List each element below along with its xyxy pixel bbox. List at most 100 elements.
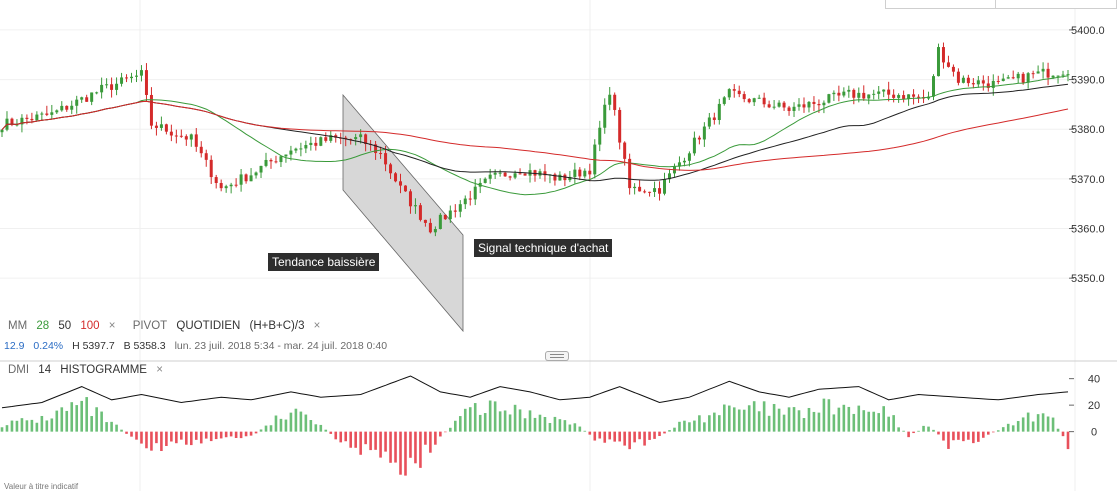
histogram-bar-negative (977, 431, 980, 442)
panel-resize-handle[interactable] (545, 351, 569, 361)
candle-up (289, 150, 293, 155)
histogram-bar-positive (1011, 425, 1015, 432)
histogram-bar-negative (608, 431, 612, 440)
pivot-formula[interactable]: (H+B+C)/3 (249, 320, 305, 332)
candle-down (468, 198, 472, 200)
candle-up (159, 124, 163, 128)
candle-down (812, 101, 816, 105)
histogram-bar-positive (812, 411, 816, 432)
histogram-bar-negative (369, 431, 372, 451)
histogram-bar-negative (150, 431, 153, 451)
histogram-bar-negative (434, 431, 437, 445)
histogram-bar-positive (872, 411, 876, 432)
histogram-bar-negative (653, 431, 656, 439)
candle-down (274, 161, 278, 163)
histogram-bar-negative (643, 431, 646, 446)
mm-period-50[interactable]: 50 (58, 320, 72, 332)
top-toolbar-box[interactable] (885, 0, 997, 9)
histogram-bar-negative (219, 431, 223, 439)
histogram-bar-negative (967, 431, 970, 440)
histogram-bar-positive (90, 416, 93, 432)
candle-down (912, 94, 916, 97)
dmi-period[interactable]: 14 (38, 364, 52, 376)
histogram-bar-positive (463, 408, 467, 432)
histogram-bar-negative (957, 431, 960, 440)
candle-up (20, 117, 24, 125)
histogram-bar-negative (638, 431, 641, 440)
candle-down (732, 89, 736, 91)
histogram-bar-positive (498, 411, 502, 432)
histogram-bar-negative (374, 431, 377, 450)
candle-up (105, 84, 109, 86)
histogram-bar-positive (827, 399, 831, 432)
price-tick-label: 5360.0 (1071, 224, 1105, 236)
histogram-bar-negative (424, 431, 427, 445)
histogram-bar-positive (95, 407, 98, 432)
histogram-bar-positive (718, 415, 721, 432)
candle-up (991, 80, 995, 88)
candle-down (219, 183, 223, 189)
candle-up (224, 186, 228, 189)
histogram-bar-positive (488, 400, 492, 432)
candle-up (35, 114, 39, 121)
candle-up (239, 174, 243, 185)
histogram-bar-positive (50, 418, 54, 432)
histogram-bar-positive (1041, 413, 1045, 432)
histogram-bar-positive (543, 416, 547, 432)
mm-period-100[interactable]: 100 (80, 320, 100, 332)
histogram-bar-negative (349, 431, 352, 448)
candle-down (314, 142, 318, 146)
dmi-mode[interactable]: HISTOGRAMME (60, 364, 147, 376)
candle-up (857, 92, 861, 98)
candle-down (508, 176, 512, 178)
candle-up (832, 92, 836, 95)
histogram-bar-negative (334, 431, 338, 440)
histogram-bar-positive (458, 416, 462, 432)
histogram-bar-negative (429, 431, 432, 453)
candle-up (872, 93, 876, 95)
candle-down (762, 97, 766, 105)
histogram-bar-positive (817, 412, 821, 432)
candle-up (772, 106, 776, 108)
candle-up (936, 47, 940, 77)
candle-down (384, 153, 388, 165)
pivot-close-icon[interactable]: × (313, 320, 321, 332)
candle-up (433, 228, 437, 233)
pivot-period[interactable]: QUOTIDIEN (176, 320, 241, 332)
dmi-close-icon[interactable]: × (156, 364, 163, 376)
candle-up (95, 92, 99, 94)
histogram-bar-negative (244, 431, 248, 437)
low-value: B 5358.3 (123, 340, 166, 352)
candle-up (284, 154, 288, 157)
histogram-bar-positive (5, 425, 9, 432)
dmi-axis: 40 20 0 (1069, 374, 1100, 439)
histogram-bar-positive (802, 418, 806, 432)
candle-down (1011, 77, 1015, 79)
candle-down (403, 185, 407, 192)
histogram-bar-positive (284, 419, 288, 432)
histogram-bar-positive (902, 430, 905, 432)
candle-down (643, 191, 647, 193)
candle-down (1031, 73, 1035, 75)
histogram-bar-negative (160, 431, 163, 452)
histogram-bar-positive (787, 407, 791, 432)
candle-up (757, 97, 761, 99)
candle-down (951, 66, 955, 72)
top-toolbar-box[interactable] (995, 0, 1117, 9)
mm-close-icon[interactable]: × (108, 320, 116, 332)
histogram-bar-positive (917, 430, 920, 432)
histogram-bar-positive (259, 429, 263, 432)
histogram-bar-negative (194, 431, 198, 440)
candle-up (603, 104, 607, 128)
candle-up (573, 169, 577, 177)
histogram-bar-positive (45, 420, 49, 432)
mm-period-28[interactable]: 28 (36, 320, 50, 332)
candle-down (125, 77, 129, 79)
histogram-bar-positive (1026, 412, 1030, 432)
candle-down (737, 90, 741, 95)
downtrend-channel (342, 93, 464, 333)
candle-up (309, 142, 313, 146)
candle-up (90, 92, 94, 102)
candle-down (986, 83, 990, 88)
